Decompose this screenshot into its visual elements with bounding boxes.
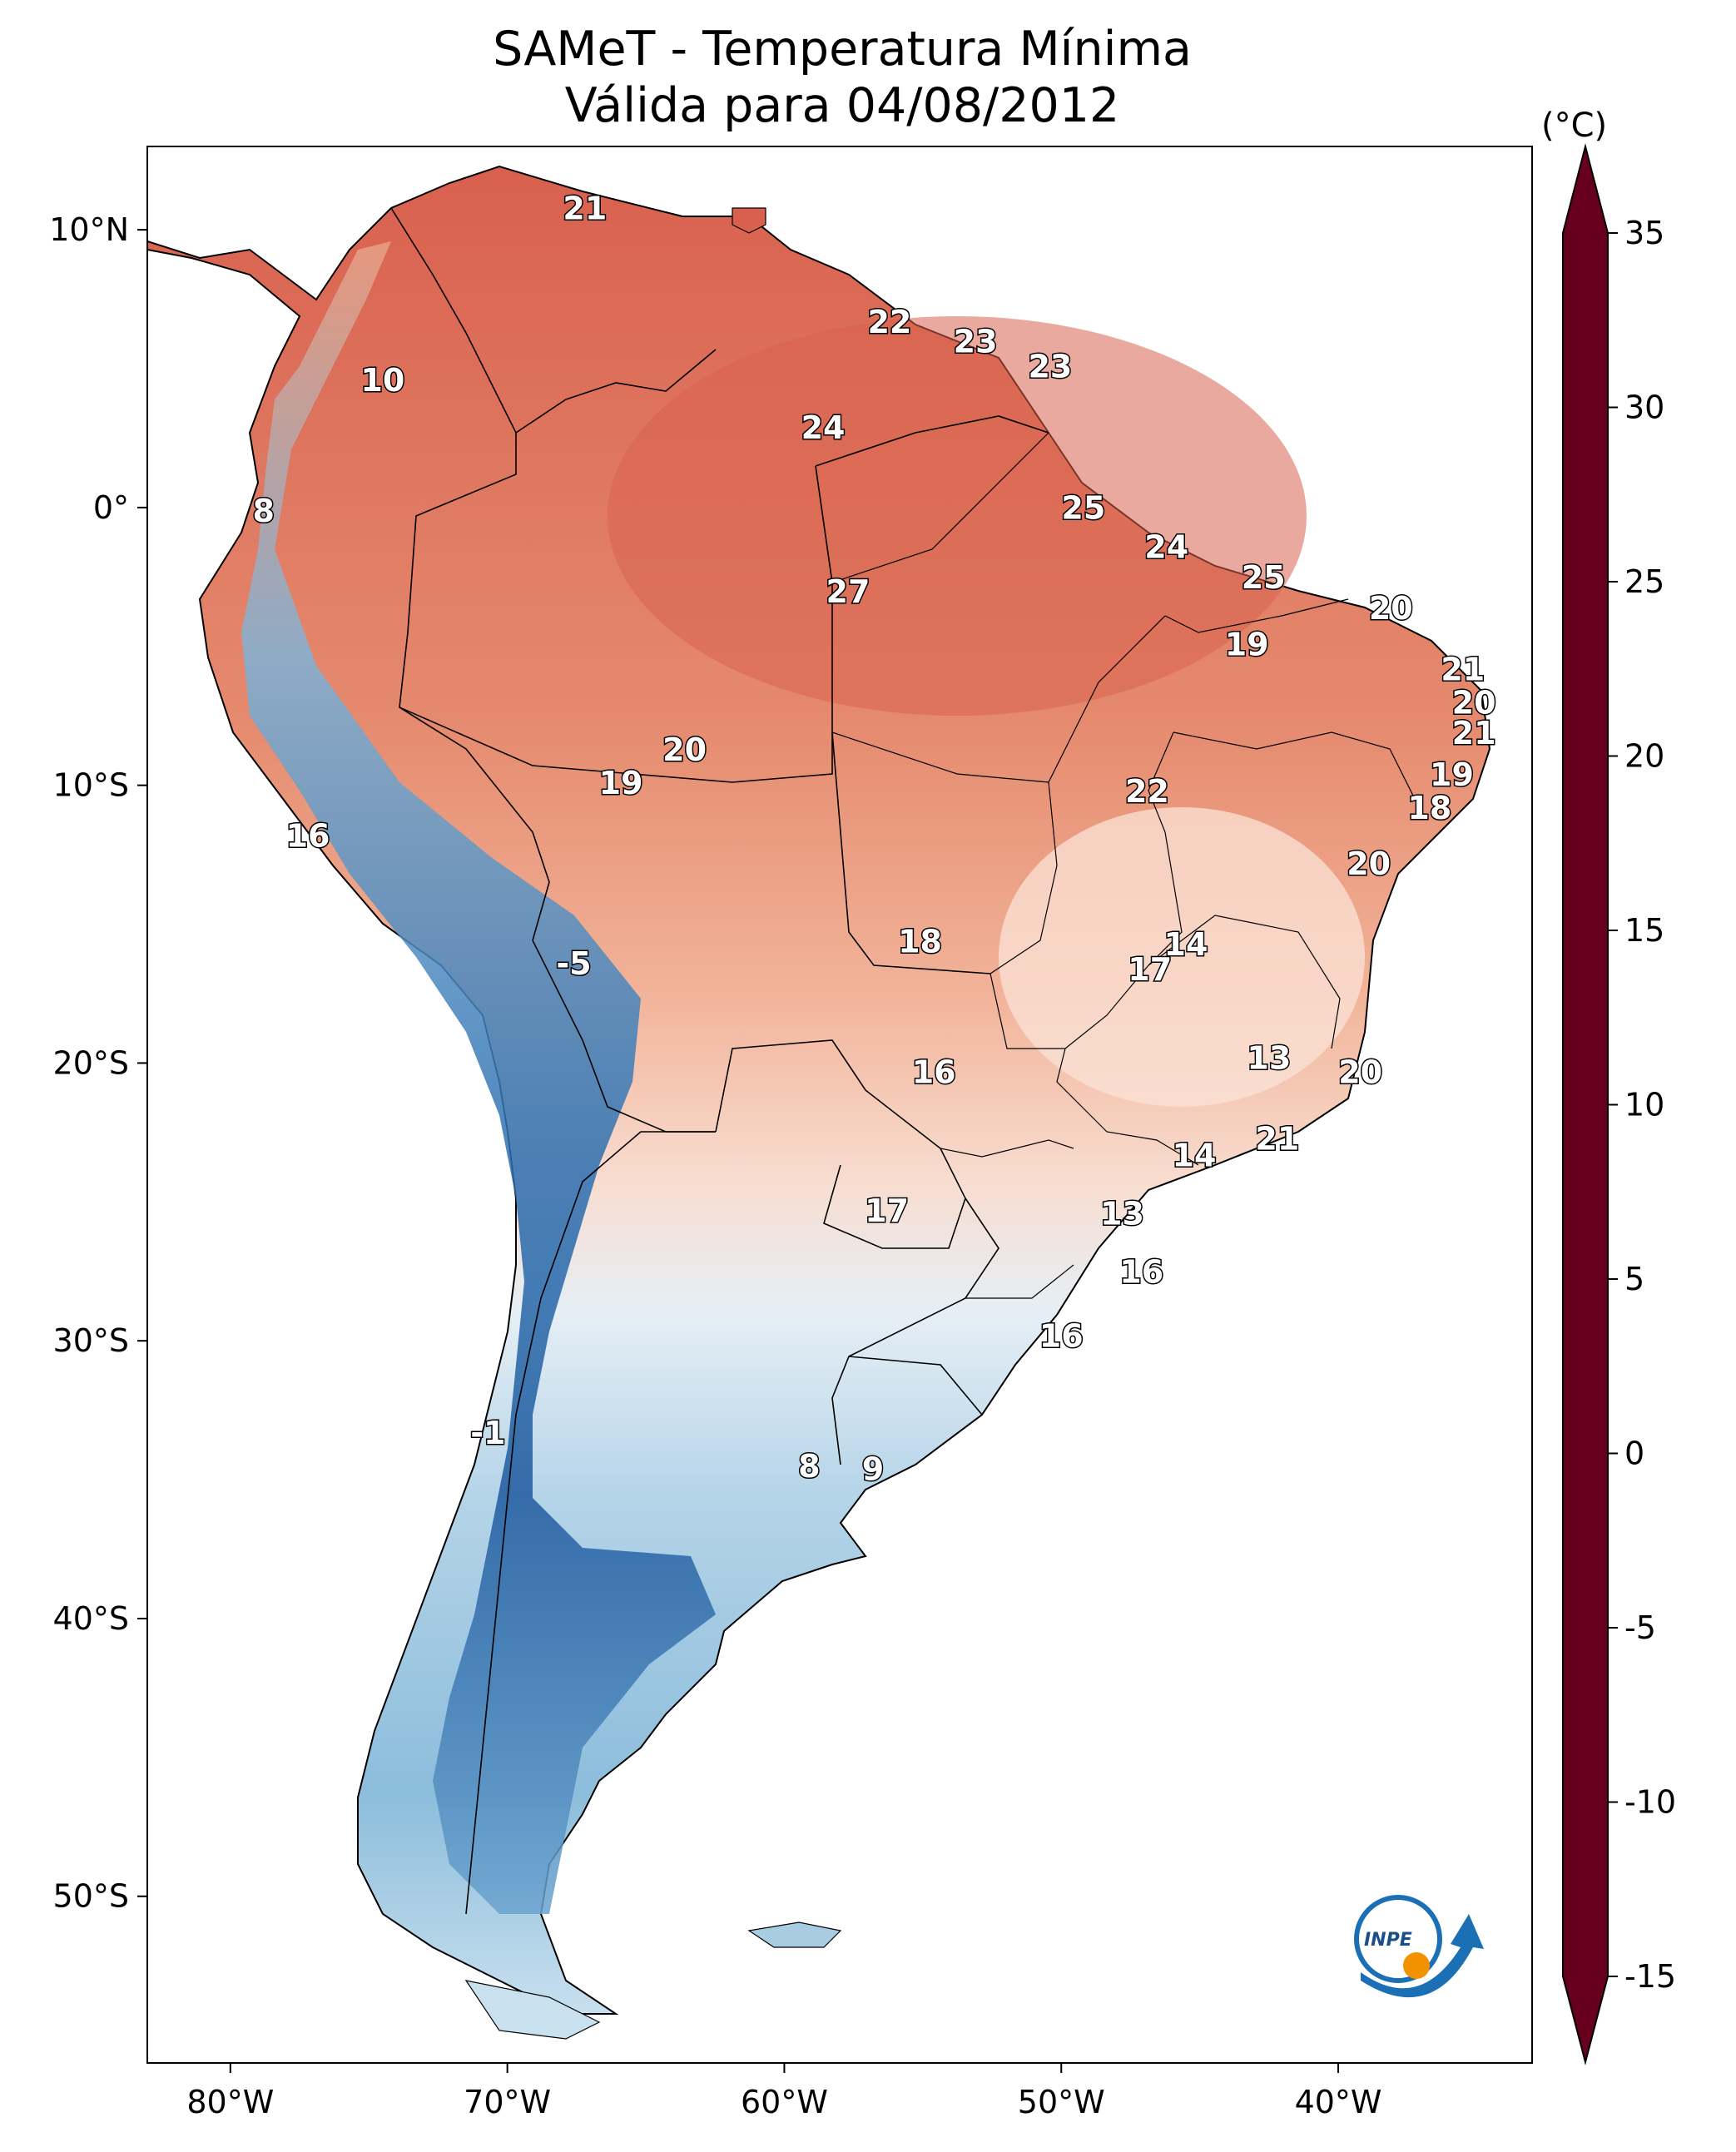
temperature-label: 22 — [867, 304, 911, 340]
colorbar-tick-label: 10 — [1624, 1087, 1664, 1123]
temperature-label: 20 — [1338, 1054, 1382, 1090]
temperature-label: 10 — [360, 362, 404, 399]
x-tick-label: 50°W — [1018, 2084, 1105, 2120]
colorbar-tick-label: 35 — [1624, 215, 1664, 251]
colorbar-unit: (°C) — [1541, 107, 1608, 145]
y-tick-label: 30°S — [53, 1322, 129, 1359]
amazon-warm-core — [608, 316, 1307, 716]
temperature-label: 13 — [1100, 1196, 1144, 1232]
tierra-del-fuego — [464, 1980, 601, 2040]
colorbar-tick-label: 20 — [1624, 738, 1664, 775]
country-borders — [390, 207, 1049, 1915]
temperature-label: 20 — [1452, 684, 1496, 721]
colorbar-tick-label: 30 — [1624, 389, 1664, 426]
andes-cold-band — [241, 241, 716, 1914]
temperature-label: 23 — [1028, 349, 1072, 385]
temperature-label: 25 — [1242, 559, 1286, 596]
y-tick-label: 10°N — [49, 211, 129, 248]
colorbar-tick-label: 0 — [1624, 1435, 1644, 1472]
logo-ring — [1354, 1895, 1442, 1983]
temperature-label: 13 — [1247, 1040, 1291, 1077]
temperature-label: 16 — [1119, 1254, 1163, 1291]
colorbar-tick-label: -15 — [1624, 1958, 1676, 1995]
temperature-label: 21 — [563, 190, 607, 226]
temperature-label: 21 — [1441, 651, 1485, 687]
temperature-label: 18 — [898, 923, 942, 959]
x-tick-label: 60°W — [741, 2084, 828, 2120]
temperature-label: 25 — [1061, 490, 1105, 527]
x-tick-label: 40°W — [1295, 2084, 1382, 2120]
plateau-mild-zone — [999, 807, 1365, 1107]
falkland-islands — [747, 1921, 842, 1948]
y-tick-label: 40°S — [53, 1600, 129, 1637]
temperature-label: 19 — [599, 765, 643, 801]
temperature-label: 16 — [912, 1054, 956, 1090]
temperature-label: 14 — [1173, 1137, 1217, 1173]
temperature-label: 8 — [253, 493, 275, 529]
temperature-label: 21 — [1255, 1120, 1299, 1157]
colorbar-tick-label: 25 — [1624, 563, 1664, 600]
y-axis: 10°N 0° 10°S 20°S 30°S 40°S 50°S — [49, 211, 147, 1915]
temperature-label: 9 — [862, 1451, 884, 1488]
colorbar-tick-label: -5 — [1624, 1609, 1656, 1646]
colorbar-tick-label: 5 — [1624, 1261, 1644, 1297]
temperature-label: 24 — [1144, 528, 1188, 565]
x-axis: 80°W 70°W 60°W 50°W 40°W — [186, 2063, 1382, 2120]
logo-sun — [1403, 1952, 1430, 1979]
colorbar-body — [1562, 143, 1609, 2065]
x-tick-label: 80°W — [186, 2084, 274, 2120]
temperature-label: 24 — [801, 409, 846, 446]
temperature-label: 20 — [1347, 845, 1391, 882]
temperature-label: 16 — [286, 818, 330, 855]
temperature-label: 14 — [1164, 926, 1208, 963]
inpe-logo: INPE — [1354, 1895, 1484, 1998]
logo-arrow — [1361, 1914, 1484, 1998]
temperature-label: 19 — [1430, 756, 1474, 793]
map-subtitle: Válida para 04/08/2012 — [564, 78, 1120, 133]
temperature-label: 20 — [1369, 590, 1413, 627]
y-tick-label: 0° — [93, 489, 129, 526]
logo-text: INPE — [1364, 1930, 1412, 1951]
y-tick-label: 20°S — [53, 1044, 129, 1081]
temperature-label: 23 — [954, 323, 998, 359]
temperature-label: 18 — [1407, 790, 1451, 826]
caribbean-coast-fragments — [732, 207, 766, 234]
temperature-label: 17 — [865, 1193, 909, 1229]
map-title: SAMeT - Temperatura Mínima — [493, 22, 1192, 77]
temperature-label: 8 — [798, 1448, 820, 1485]
temperature-label: 27 — [826, 573, 870, 610]
colorbar-tick-label: 15 — [1624, 912, 1664, 949]
colorbar-tick-label: -10 — [1624, 1784, 1676, 1821]
temperature-label: 16 — [1039, 1317, 1084, 1354]
temperature-label: -5 — [556, 945, 591, 982]
temperature-label: 20 — [662, 731, 707, 768]
temperature-label: 19 — [1225, 626, 1269, 662]
state-borders — [831, 432, 1416, 1299]
y-tick-label: 10°S — [53, 767, 129, 804]
y-tick-label: 50°S — [53, 1878, 129, 1915]
temperature-label: 17 — [1128, 951, 1172, 988]
temperature-label: 22 — [1125, 773, 1169, 810]
temperature-label: -1 — [470, 1415, 505, 1451]
colorbar: 35 30 25 20 15 10 5 0 -5 -10 -15 — [1562, 143, 1676, 2065]
x-tick-label: 70°W — [464, 2084, 551, 2120]
temperature-label: 21 — [1452, 715, 1496, 751]
